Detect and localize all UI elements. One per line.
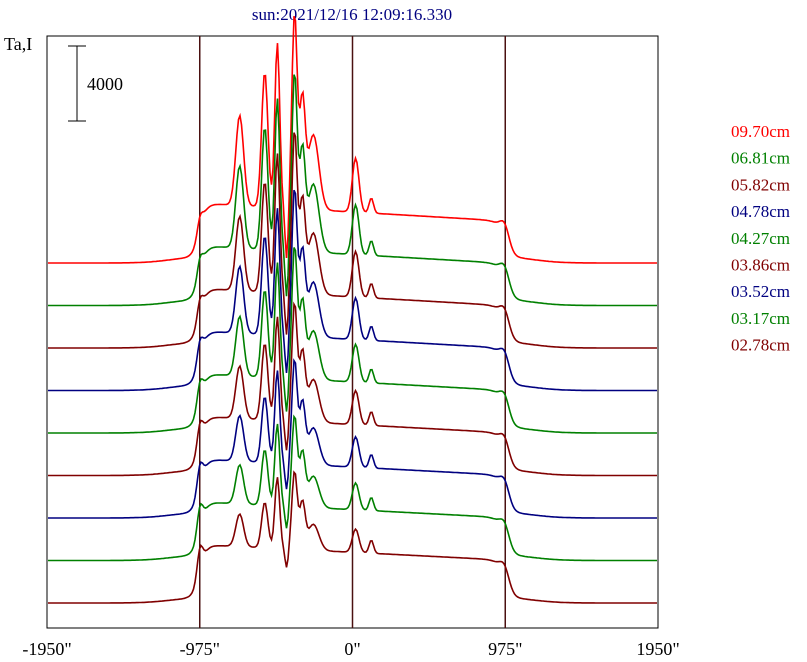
legend-entry: 04.27cm — [731, 229, 790, 248]
x-tick-label: 0" — [344, 639, 360, 659]
series-line-04.27cm — [48, 247, 657, 434]
legend-entry: 09.70cm — [731, 122, 790, 141]
series-line-03.86cm — [48, 301, 657, 477]
legend-entry: 03.86cm — [731, 256, 790, 275]
legend-entry: 06.81cm — [731, 149, 790, 168]
series-curves — [48, 15, 657, 604]
chart-title: sun:2021/12/16 12:09:16.330 — [252, 5, 452, 24]
series-line-05.82cm — [48, 132, 657, 349]
series-line-03.52cm — [48, 358, 657, 519]
y-axis-label: Ta,I — [4, 34, 32, 54]
series-line-02.78cm — [48, 470, 657, 604]
series-line-09.70cm — [48, 15, 657, 264]
x-tick-label: -975" — [180, 639, 220, 659]
series-line-03.17cm — [48, 414, 657, 562]
series-line-06.81cm — [48, 74, 657, 307]
legend-entry: 03.52cm — [731, 282, 790, 301]
x-tick-labels: -1950" -975" 0" 975" 1950" — [22, 639, 679, 659]
scale-bar-label: 4000 — [87, 74, 123, 94]
reference-lines — [199, 36, 506, 628]
x-tick-label: 975" — [488, 639, 522, 659]
x-tick-label: 1950" — [636, 639, 679, 659]
legend-entry: 05.82cm — [731, 175, 790, 194]
series-line-04.78cm — [48, 189, 657, 392]
x-tick-label: -1950" — [22, 639, 71, 659]
legend: 09.70cm 06.81cm 05.82cm 04.78cm 04.27cm 03.86… — [731, 122, 790, 355]
legend-entry: 03.17cm — [731, 309, 790, 328]
scale-bar: 4000 — [68, 45, 123, 122]
legend-entry: 04.78cm — [731, 202, 790, 221]
legend-entry: 02.78cm — [731, 336, 790, 355]
